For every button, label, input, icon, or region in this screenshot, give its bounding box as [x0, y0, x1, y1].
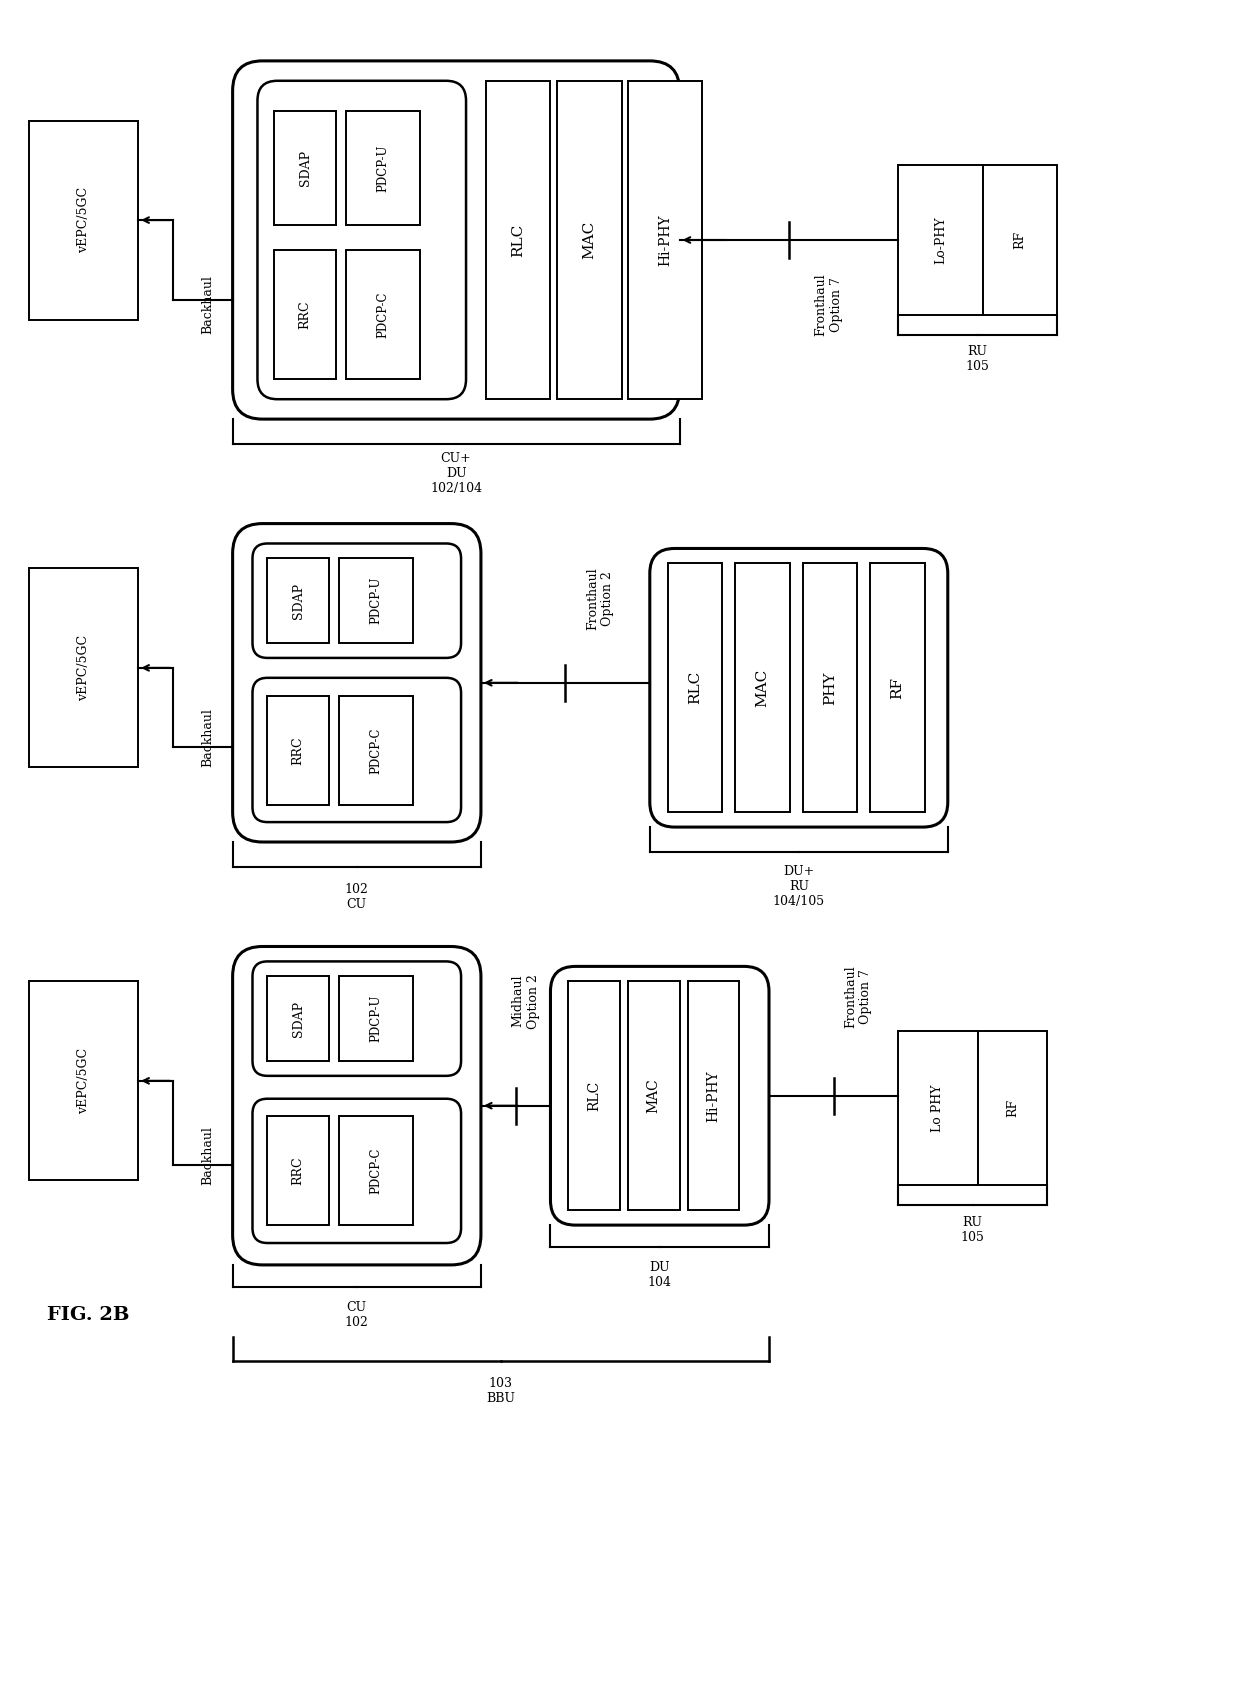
Bar: [339, 977, 413, 1061]
Text: Fronthaul
Option 7: Fronthaul Option 7: [815, 273, 843, 336]
Bar: [486, 81, 551, 400]
Bar: [627, 81, 702, 400]
Bar: [29, 569, 138, 768]
Bar: [870, 563, 925, 811]
Text: 103
BBU: 103 BBU: [486, 1377, 516, 1405]
Text: SDAP: SDAP: [291, 1000, 305, 1038]
Text: RLC: RLC: [688, 671, 702, 705]
Text: RU
105: RU 105: [966, 346, 990, 373]
Text: SDAP: SDAP: [299, 150, 311, 186]
Text: RLC: RLC: [588, 1081, 601, 1110]
FancyBboxPatch shape: [253, 1098, 461, 1243]
Bar: [667, 563, 723, 811]
Text: RLC: RLC: [511, 223, 526, 256]
Bar: [339, 695, 413, 805]
Text: PDCP-C: PDCP-C: [377, 292, 389, 337]
FancyBboxPatch shape: [551, 967, 769, 1225]
Text: Midhaul
Option 2: Midhaul Option 2: [512, 973, 539, 1029]
Text: MAC: MAC: [647, 1078, 661, 1113]
Text: vEPC/5GC: vEPC/5GC: [77, 634, 91, 700]
Text: FIG. 2B: FIG. 2B: [47, 1306, 130, 1324]
Bar: [687, 982, 739, 1210]
Bar: [568, 982, 620, 1210]
Bar: [898, 1031, 977, 1186]
Bar: [346, 250, 420, 380]
Text: Fronthaul
Option 7: Fronthaul Option 7: [844, 965, 873, 1027]
Bar: [268, 695, 329, 805]
Text: CU+
DU
102/104: CU+ DU 102/104: [430, 452, 482, 496]
Bar: [268, 558, 329, 643]
Bar: [29, 982, 138, 1181]
Text: vEPC/5GC: vEPC/5GC: [77, 1048, 91, 1113]
Bar: [346, 111, 420, 224]
Bar: [802, 563, 857, 811]
Text: CU
102: CU 102: [345, 1301, 368, 1329]
Bar: [339, 558, 413, 643]
Text: PDCP-C: PDCP-C: [370, 1147, 383, 1194]
Text: RRC: RRC: [291, 736, 305, 764]
Bar: [268, 977, 329, 1061]
Text: SDAP: SDAP: [291, 582, 305, 619]
Bar: [898, 165, 982, 314]
Bar: [977, 1031, 1047, 1186]
Bar: [274, 250, 336, 380]
Text: PDCP-U: PDCP-U: [377, 143, 389, 192]
FancyBboxPatch shape: [233, 946, 481, 1265]
Bar: [339, 1115, 413, 1225]
Text: RRC: RRC: [291, 1156, 305, 1184]
Text: PDCP-C: PDCP-C: [370, 727, 383, 774]
FancyBboxPatch shape: [253, 962, 461, 1076]
Text: RF: RF: [890, 676, 905, 698]
Text: RRC: RRC: [299, 300, 311, 329]
Text: Backhaul: Backhaul: [201, 275, 215, 334]
Bar: [735, 563, 790, 811]
Text: 102
CU: 102 CU: [345, 882, 368, 911]
Text: Lo-PHY: Lo-PHY: [934, 216, 947, 263]
Text: Fronthaul
Option 2: Fronthaul Option 2: [587, 567, 614, 629]
Bar: [558, 81, 622, 400]
FancyBboxPatch shape: [253, 678, 461, 822]
Bar: [268, 1115, 329, 1225]
FancyBboxPatch shape: [253, 543, 461, 658]
Text: RF: RF: [1006, 1100, 1019, 1117]
Text: Hi-PHY: Hi-PHY: [658, 214, 672, 267]
Text: PDCP-U: PDCP-U: [370, 995, 383, 1043]
Text: DU+
RU
104/105: DU+ RU 104/105: [773, 865, 825, 908]
Text: Backhaul: Backhaul: [201, 1125, 215, 1184]
Bar: [982, 165, 1056, 314]
Text: PHY: PHY: [823, 671, 837, 705]
FancyBboxPatch shape: [258, 81, 466, 400]
Text: Lo PHY: Lo PHY: [931, 1085, 945, 1132]
Bar: [627, 982, 680, 1210]
Text: vEPC/5GC: vEPC/5GC: [77, 187, 91, 253]
Bar: [274, 111, 336, 224]
Text: DU
104: DU 104: [647, 1260, 672, 1289]
Text: PDCP-U: PDCP-U: [370, 577, 383, 624]
Text: MAC: MAC: [755, 668, 770, 707]
Text: Hi-PHY: Hi-PHY: [707, 1070, 720, 1122]
Text: RF: RF: [1013, 231, 1027, 250]
Text: RU
105: RU 105: [961, 1216, 985, 1243]
FancyBboxPatch shape: [650, 548, 947, 827]
FancyBboxPatch shape: [233, 61, 680, 418]
Bar: [29, 120, 138, 319]
FancyBboxPatch shape: [233, 523, 481, 842]
Text: MAC: MAC: [583, 221, 596, 260]
Text: Backhaul: Backhaul: [201, 709, 215, 768]
